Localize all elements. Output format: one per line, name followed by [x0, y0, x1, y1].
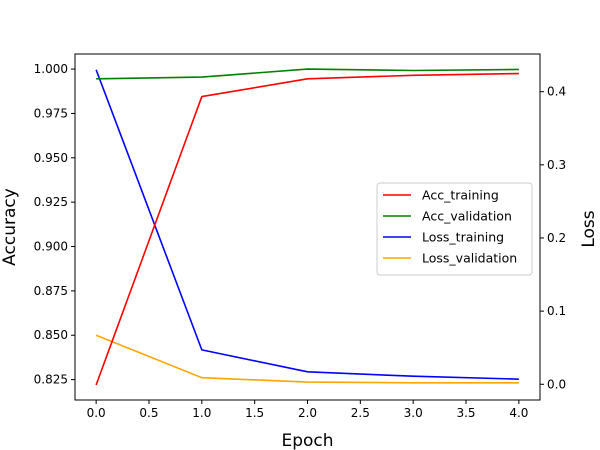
series-lines — [95, 68, 519, 386]
series-line-acc-training — [95, 72, 519, 386]
y-tick-label: 0.950 — [34, 151, 68, 165]
x-tick-label: 2.0 — [298, 406, 317, 420]
x-axis-title: Epoch — [281, 431, 333, 450]
y2-tick-label: 0.0 — [547, 377, 566, 391]
y2-tick-label: 0.4 — [547, 85, 566, 99]
y-tick-label: 0.850 — [34, 328, 68, 342]
y-tick-label: 0.975 — [34, 106, 68, 120]
x-tick-label: 3.5 — [456, 406, 475, 420]
legend-label: Loss_validation — [422, 251, 517, 266]
y2-tick-label: 0.1 — [547, 304, 566, 318]
y-axis-right: 0.0 0.1 0.2 0.3 0.4 — [540, 85, 566, 391]
x-tick-label: 1.0 — [192, 406, 211, 420]
x-tick-label: 1.5 — [245, 406, 264, 420]
y-tick-label: 0.900 — [34, 240, 68, 254]
legend-label: Acc_validation — [422, 209, 512, 224]
y-tick-label: 0.875 — [34, 284, 68, 298]
x-tick-label: 0.5 — [139, 406, 158, 420]
legend: Acc_training Acc_validation Loss_training L… — [376, 182, 533, 276]
y-tick-label: 1.000 — [34, 62, 68, 76]
series-line-loss-training — [95, 69, 519, 380]
x-tick-label: 4.0 — [509, 406, 528, 420]
x-tick-label: 3.0 — [404, 406, 423, 420]
y2-tick-label: 0.3 — [547, 158, 566, 172]
legend-label: Loss_training — [422, 230, 504, 245]
x-tick-label: 0.0 — [87, 406, 106, 420]
x-tick-label: 2.5 — [351, 406, 370, 420]
y2-axis-title: Loss — [579, 210, 599, 247]
legend-box — [376, 182, 533, 276]
y-tick-label: 0.925 — [34, 195, 68, 209]
series-line-acc-validation — [96, 68, 519, 80]
x-axis: 0.0 0.5 1.0 1.5 2.0 2.5 3.0 3.5 4.0 — [87, 400, 528, 420]
legend-label: Acc_training — [422, 188, 499, 203]
series-line-loss-validation — [95, 334, 519, 384]
y-tick-label: 0.825 — [34, 373, 68, 387]
y-axis-title: Accuracy — [0, 188, 20, 266]
y-axis-left: 0.825 0.850 0.875 0.900 0.925 0.950 0.975 1.000 — [34, 62, 75, 387]
y2-tick-label: 0.2 — [547, 231, 566, 245]
